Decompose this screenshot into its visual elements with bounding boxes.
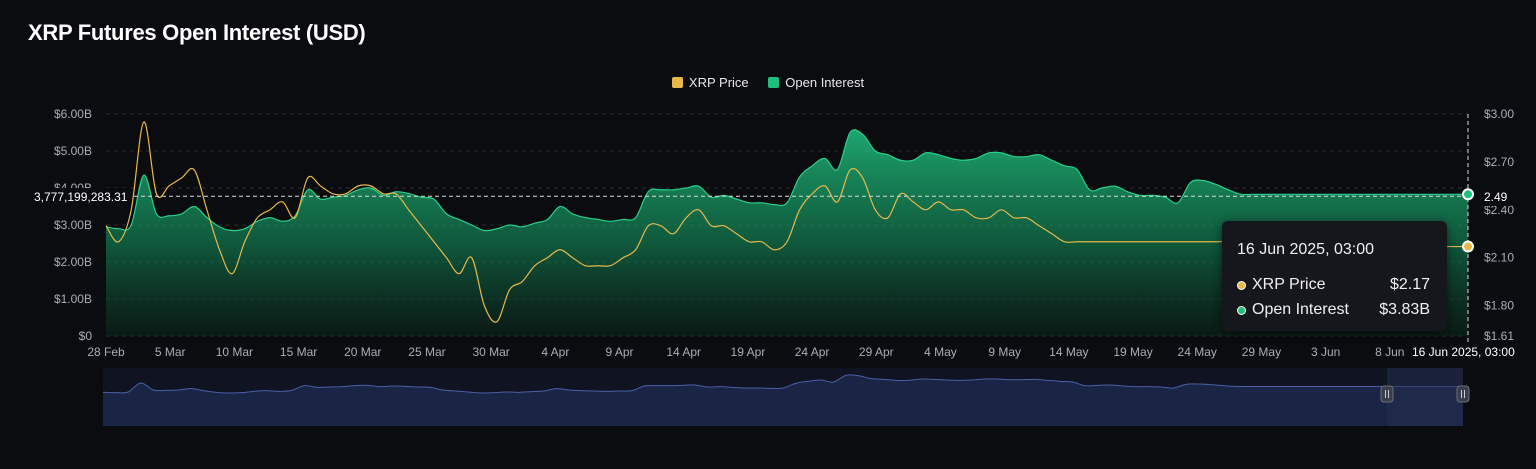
y-axis-right: $1.61 $1.80 $2.10 $2.40 $2.70 $3.00 <box>1484 107 1514 343</box>
tooltip-dot-open-interest <box>1237 305 1246 315</box>
y-right-tick-label: $2.40 <box>1484 203 1514 217</box>
brush-handle-right <box>1456 385 1470 403</box>
brush-preview-area <box>103 374 1463 426</box>
crosshair-x-label: 16 Jun 2025, 03:00 <box>1408 342 1519 362</box>
x-tick-label: 25 Mar <box>408 345 445 359</box>
crosshair-y-right-label: 2.49 <box>1480 188 1512 206</box>
x-tick-label: 29 Apr <box>859 345 894 359</box>
x-tick-label: 30 Mar <box>472 345 509 359</box>
legend-label-open-interest: Open Interest <box>785 75 865 90</box>
y-left-tick-label: $1.00B <box>54 292 92 306</box>
x-tick-label: 4 May <box>924 345 957 359</box>
y-left-tick-label: $6.00B <box>54 107 92 121</box>
x-tick-label: 24 Apr <box>795 345 830 359</box>
legend-item-xrp-price[interactable]: XRP Price <box>671 75 749 90</box>
x-tick-label: 5 Mar <box>155 345 186 359</box>
tooltip-row-open-interest: Open Interest $3.83B <box>1237 301 1430 319</box>
xrp-price-marker <box>1462 240 1474 253</box>
y-right-tick-label: $1.61 <box>1484 329 1514 343</box>
open-interest-area <box>106 129 1468 336</box>
tooltip-label-open-interest: Open Interest <box>1252 301 1349 318</box>
legend: XRP Price Open Interest <box>0 75 1536 91</box>
x-tick-label: 9 Apr <box>606 345 634 359</box>
open-interest-line <box>105 129 1468 232</box>
legend-swatch-xrp-price <box>671 77 683 88</box>
tooltip: 16 Jun 2025, 03:00 XRP Price $2.17 Open … <box>1222 221 1447 331</box>
chart-title: XRP Futures Open Interest (USD) <box>28 20 366 45</box>
y-right-tick-label: $3.00 <box>1484 107 1514 121</box>
tooltip-date: 16 Jun 2025, 03:00 <box>1237 241 1375 258</box>
y-left-tick-label: $5.00B <box>54 144 92 158</box>
x-tick-label: 4 Apr <box>541 345 569 359</box>
brush-preview-line <box>102 374 1463 394</box>
x-tick-label: 28 Feb <box>87 345 125 359</box>
tooltip-value-xrp-price: $2.17 <box>1389 276 1430 293</box>
legend-item-open-interest[interactable]: Open Interest <box>768 75 864 90</box>
brush-selection <box>1387 368 1463 426</box>
tooltip-row-xrp-price: XRP Price $2.17 <box>1237 276 1430 294</box>
open-interest-marker <box>1462 188 1474 201</box>
x-tick-label: 20 Mar <box>344 345 381 359</box>
tooltip-label-xrp-price: XRP Price <box>1252 276 1326 293</box>
x-tick-label: 14 Apr <box>666 345 701 359</box>
x-tick-label: 29 May <box>1242 345 1281 359</box>
legend-swatch-open-interest <box>768 77 780 88</box>
x-axis: 28 Feb 5 Mar 10 Mar 15 Mar 20 Mar 25 Mar 30 Ma… <box>87 345 1404 359</box>
x-tick-label: 15 Mar <box>280 345 317 359</box>
brush-handle-left <box>1380 385 1394 403</box>
x-tick-label: 9 May <box>988 345 1021 359</box>
y-right-tick-label: $2.70 <box>1484 155 1514 169</box>
y-right-tick-label: $2.10 <box>1484 251 1514 265</box>
x-tick-label: 19 Apr <box>731 345 766 359</box>
y-left-tick-label: $0 <box>79 329 93 343</box>
y-axis-left: $0$1.00B$2.00B$3.00B$4.00B$5.00B$6.00B <box>54 107 92 343</box>
x-tick-label: 3 Jun <box>1311 345 1340 359</box>
crosshair <box>106 114 1474 342</box>
x-tick-label: 8 Jun <box>1375 345 1404 359</box>
x-tick-label: 10 Mar <box>216 345 253 359</box>
tooltip-dot-xrp-price <box>1237 280 1246 290</box>
legend-label-xrp-price: XRP Price <box>688 75 749 90</box>
y-left-tick-label: $3.00B <box>54 218 92 232</box>
x-tick-label: 14 May <box>1049 345 1088 359</box>
crosshair-y-left-label: 3,777,199,283.31 <box>30 188 132 206</box>
y-left-tick-label: $2.00B <box>54 255 92 269</box>
x-tick-label: 24 May <box>1178 345 1217 359</box>
range-slider[interactable] <box>102 368 1470 426</box>
tooltip-value-open-interest: $3.83B <box>1379 301 1430 318</box>
x-tick-label: 19 May <box>1113 345 1152 359</box>
y-right-tick-label: $1.80 <box>1484 299 1514 313</box>
